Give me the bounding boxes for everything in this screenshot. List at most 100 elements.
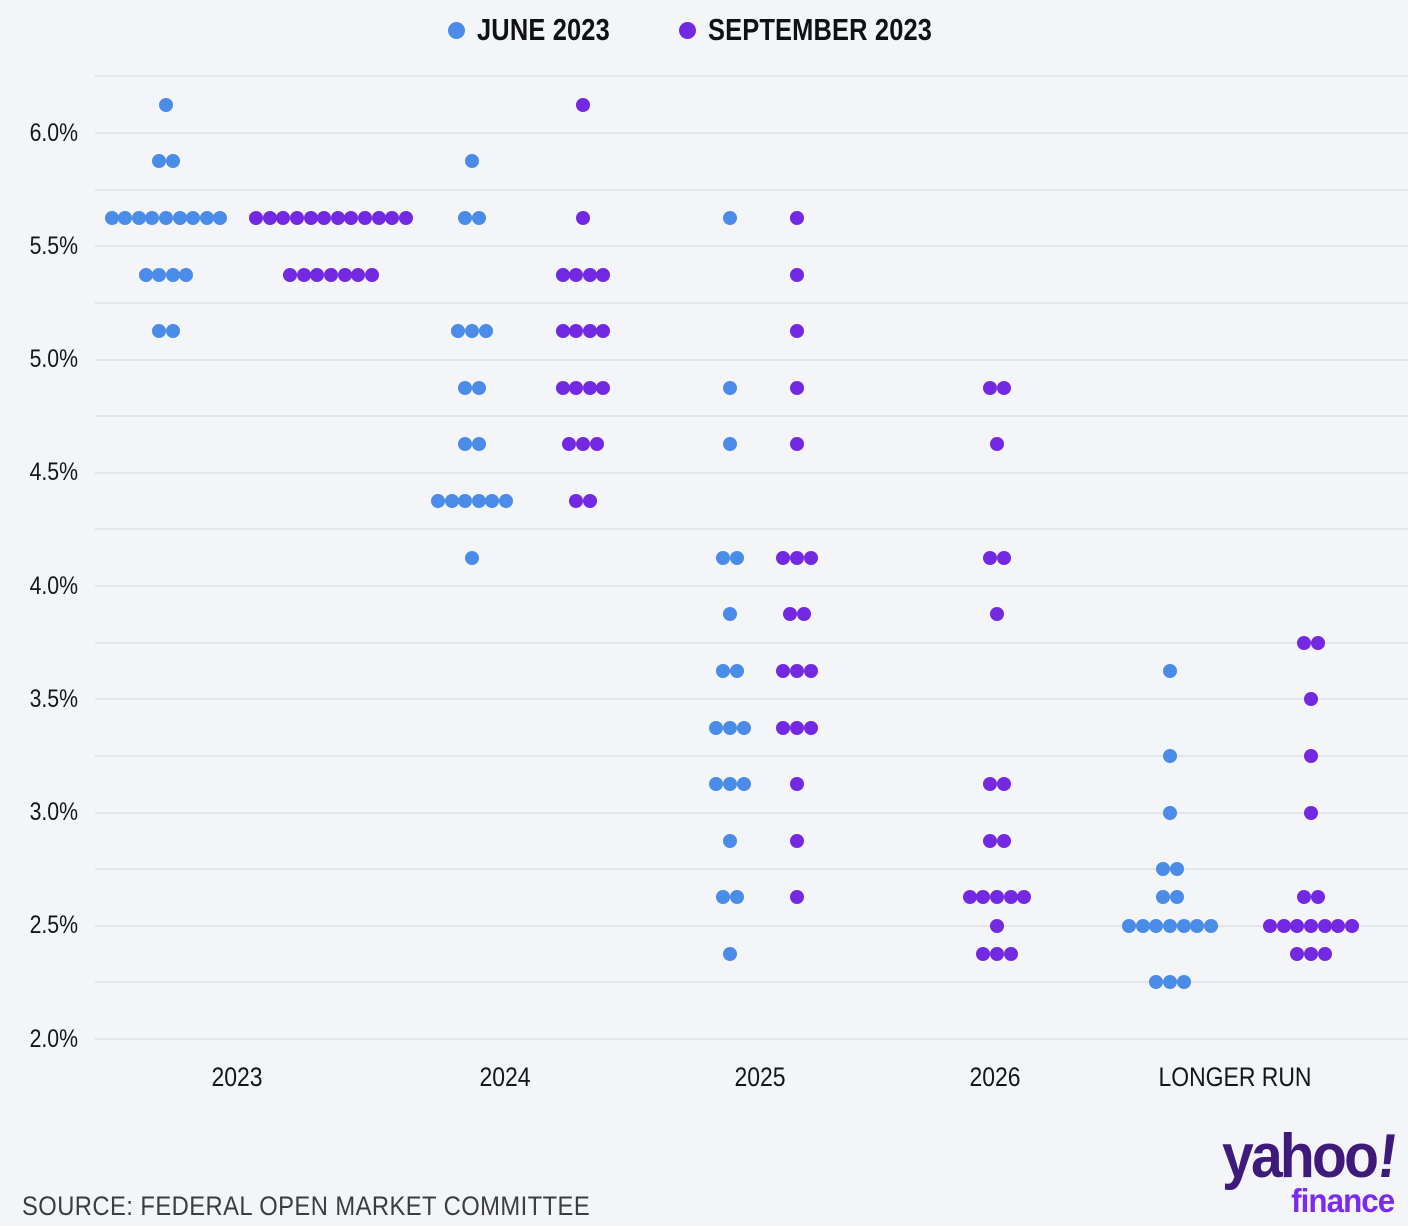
june-projection-dot [1163,918,1177,933]
gridline [95,188,1408,191]
y-axis-label: 6.0% [29,118,78,147]
legend: JUNE 2023 SEPTEMBER 2023 [11,12,1408,48]
september-projection-dot [1344,918,1359,933]
june-projection-dot [465,154,479,169]
june-projection-dot [729,890,744,905]
gridline [95,811,1408,814]
september-projection-dot [589,437,604,452]
june-projection-dot [471,380,486,395]
june-projection-dot [729,663,744,678]
june-projection-dot [1169,890,1184,905]
september-projection-dot [596,267,611,282]
june-projection-dot [723,833,737,848]
june-projection-dot [444,494,459,509]
june-projection-dot [499,494,513,509]
legend-label-june: JUNE 2023 [477,12,611,47]
yahoo-finance-subbrand: finance [1290,1182,1395,1219]
x-axis-label: 2024 [479,1062,531,1092]
september-projection-dot [1297,890,1312,905]
june-series-dot-icon [448,21,466,39]
september-projection-dot [1317,947,1332,962]
september-projection-dot [398,210,413,225]
june-projection-dot [104,210,119,225]
september-projection-dot [1317,918,1332,933]
september-projection-dot [990,437,1004,452]
september-projection-dot [576,97,590,112]
june-projection-dot [723,607,737,622]
september-projection-dot [962,890,977,905]
september-projection-dot [555,267,570,282]
gridline [95,924,1408,927]
gridline [95,415,1408,418]
september-projection-dot [371,210,386,225]
june-projection-dot [723,380,737,395]
gridline [95,981,1408,984]
september-projection-dot [337,267,352,282]
september-projection-dot [996,550,1011,565]
y-axis-label: 2.5% [29,911,78,940]
september-projection-dot [324,267,338,282]
september-projection-dot [249,210,264,225]
source-note: SOURCE: FEDERAL OPEN MARKET COMMITTEE [22,1191,591,1221]
september-projection-dot [582,380,597,395]
gridline [95,471,1408,474]
september-projection-dot [576,437,590,452]
gridline [95,1038,1408,1040]
june-projection-dot [485,494,500,509]
gridline [95,754,1408,757]
june-projection-dot [465,550,479,565]
june-projection-dot [723,210,737,225]
june-projection-dot [458,210,473,225]
june-projection-dot [465,324,479,339]
september-projection-dot [262,210,277,225]
september-projection-dot [803,663,818,678]
june-projection-dot [458,380,473,395]
september-projection-dot [996,777,1011,792]
september-projection-dot [1304,748,1318,763]
june-projection-dot [458,494,473,509]
september-projection-dot [276,210,291,225]
june-projection-dot [1163,748,1177,763]
september-projection-dot [1017,890,1032,905]
june-projection-dot [478,324,493,339]
september-projection-dot [582,494,597,509]
september-projection-dot [983,833,998,848]
june-projection-dot [1203,918,1218,933]
june-projection-dot [1163,975,1177,990]
june-projection-dot [709,720,724,735]
june-projection-dot [1122,918,1137,933]
september-projection-dot [1331,918,1346,933]
june-projection-dot [1156,862,1171,877]
june-projection-dot [179,267,194,282]
june-projection-dot [723,720,737,735]
september-projection-dot [803,550,818,565]
september-projection-dot [596,380,611,395]
june-projection-dot [1149,975,1164,990]
september-projection-dot [790,437,804,452]
september-projection-dot [303,210,318,225]
september-projection-dot [1290,918,1305,933]
september-projection-dot [555,324,570,339]
september-projection-dot [983,777,998,792]
june-projection-dot [1163,663,1177,678]
september-series-dot-icon [679,21,697,39]
september-projection-dot [990,947,1004,962]
june-projection-dot [159,97,173,112]
september-projection-dot [1310,635,1325,650]
june-projection-dot [145,210,160,225]
gridline [95,358,1408,361]
june-projection-dot [152,324,167,339]
september-projection-dot [555,380,570,395]
september-projection-dot [330,210,345,225]
september-projection-dot [351,267,366,282]
june-projection-dot [1163,805,1177,820]
gridline [95,132,1408,134]
june-projection-dot [152,154,167,169]
september-projection-dot [364,267,379,282]
legend-item-june: JUNE 2023 [448,12,639,48]
gridline [95,698,1408,701]
september-projection-dot [990,890,1004,905]
september-projection-dot [790,210,804,225]
september-projection-dot [310,267,325,282]
x-axis-label: 2026 [969,1062,1021,1092]
